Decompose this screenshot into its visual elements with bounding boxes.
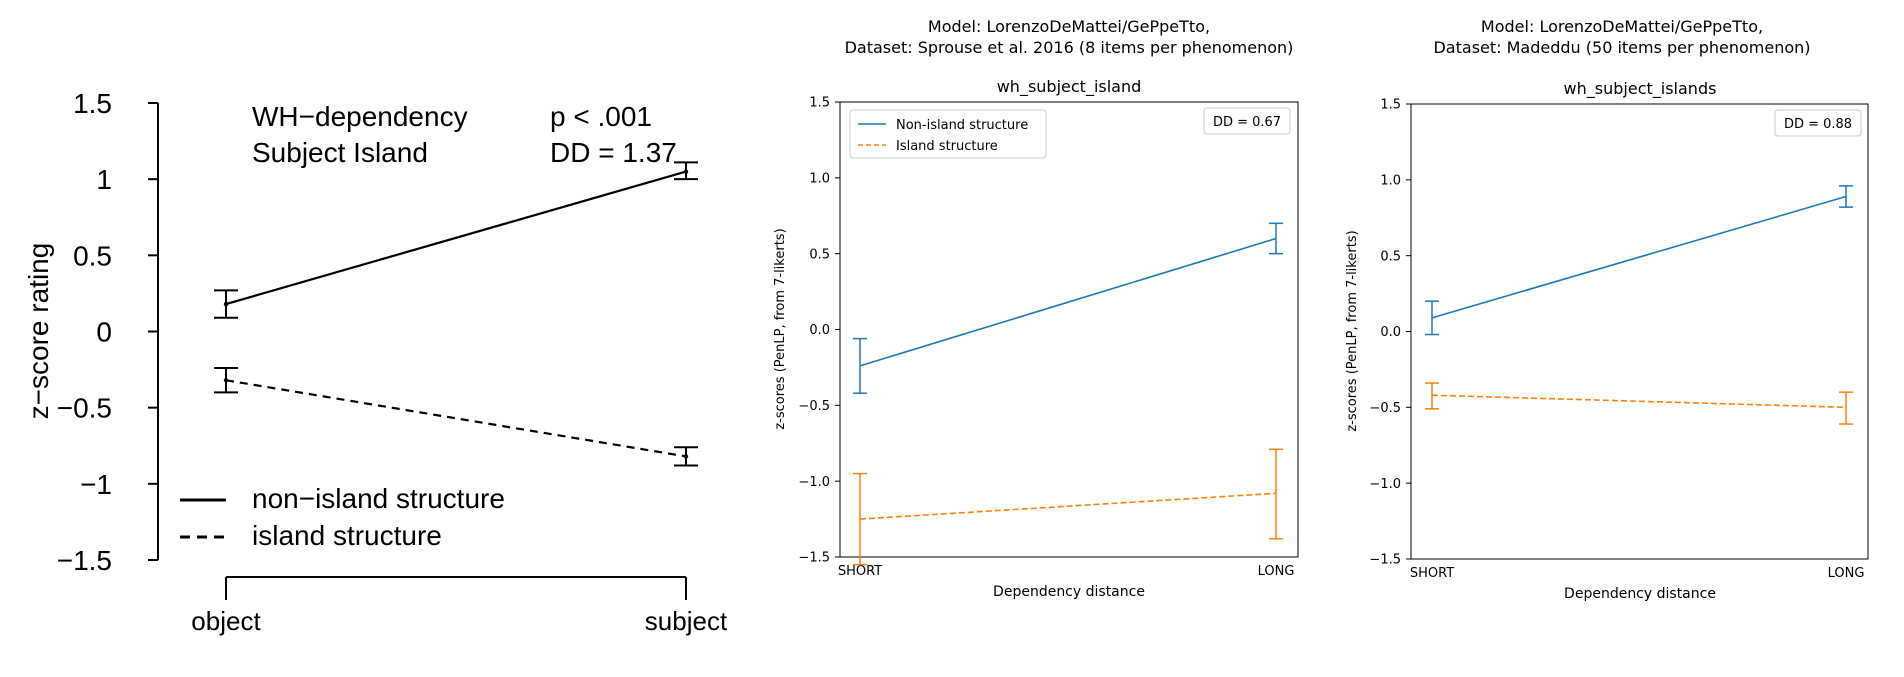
- p2-ytick-label: 1.0: [809, 172, 830, 187]
- p3-title-line-1: Model: LorenzoDeMattei/GePpeTto,: [1481, 17, 1763, 36]
- p2-xtick-label-1: LONG: [1258, 564, 1295, 579]
- p2-ytick-label: −0.5: [798, 399, 830, 414]
- p2-ytick-label: 0.5: [809, 247, 830, 262]
- p1-xtick-label-0: object: [191, 606, 261, 636]
- p1-annotation-line-1: WH−dependency: [252, 101, 468, 132]
- p2-legend-label-0: Non-island structure: [896, 118, 1028, 133]
- p2-legend-label-1: Island structure: [896, 139, 998, 154]
- p1-series-0-point: [223, 301, 229, 307]
- p2-series-0-line: [859, 237, 1277, 367]
- p3-series-1-line: [1431, 394, 1847, 409]
- p3-subtitle: wh_subject_islands: [1564, 79, 1717, 99]
- chart-panel-3: Model: LorenzoDeMattei/GePpeTto, Dataset…: [1345, 17, 1869, 602]
- p1-ytick-label: −1: [80, 469, 112, 500]
- p1-ytick-label: 0: [96, 317, 112, 348]
- p1-series-0-point: [683, 169, 689, 174]
- p3-title-line-2: Dataset: Madeddu (50 items per phenomeno…: [1433, 38, 1810, 57]
- p1-series-0-line: [225, 170, 687, 306]
- p3-ytick-label: 1.0: [1380, 174, 1401, 189]
- p3-xlabel: Dependency distance: [1564, 586, 1716, 602]
- p3-ytick-label: −1.0: [1369, 477, 1401, 492]
- p1-series-1-point: [683, 454, 689, 459]
- p2-ytick-label: −1.0: [798, 475, 830, 490]
- p1-series-1-line: [225, 379, 687, 458]
- p2-xlabel: Dependency distance: [993, 584, 1145, 600]
- chart-panel-1: z−score rating 1.5 1 0.5 0 −0.5 −1 −1.5 object…: [23, 88, 728, 636]
- chart-panel-2: Model: LorenzoDeMattei/GePpeTto, Dataset…: [773, 17, 1299, 600]
- p3-dd-box: [1774, 109, 1862, 137]
- p2-series-1-line: [859, 492, 1277, 520]
- p2-plot-frame: [839, 101, 1299, 558]
- p2-title-line-2: Dataset: Sprouse et al. 2016 (8 items pe…: [845, 38, 1294, 57]
- p3-ytick-label: 0.0: [1380, 325, 1401, 340]
- p3-xtick-label-0: SHORT: [1410, 566, 1454, 581]
- p3-dd-label: DD = 0.88: [1784, 117, 1852, 132]
- p2-ytick-label: 1.5: [809, 96, 830, 111]
- p3-plot-frame: [1410, 103, 1869, 560]
- p1-ylabel: z−score rating: [23, 243, 54, 420]
- p3-ytick-label: 0.5: [1380, 249, 1401, 264]
- p2-title-line-1: Model: LorenzoDeMattei/GePpeTto,: [928, 17, 1210, 36]
- p2-dd-box: [1203, 107, 1291, 135]
- p2-ytick-label: −1.5: [798, 551, 830, 566]
- p2-subtitle: wh_subject_island: [997, 77, 1142, 97]
- p3-ytick-label: −0.5: [1369, 401, 1401, 416]
- p3-xtick-label-1: LONG: [1828, 566, 1865, 581]
- p2-ylabel: z-scores (PenLP, from 7-likerts): [773, 228, 788, 429]
- p1-ytick-label: 0.5: [73, 240, 112, 271]
- p2-dd-label: DD = 0.67: [1213, 115, 1281, 130]
- p1-legend-label-1: island structure: [252, 520, 442, 551]
- p1-series-1-point: [223, 378, 229, 383]
- p3-ytick-label: 1.5: [1380, 98, 1401, 113]
- p1-ytick-label: 1.5: [73, 88, 112, 119]
- p1-ytick-label: −1.5: [57, 545, 112, 576]
- p1-ytick-label: 1: [96, 164, 112, 195]
- p1-legend-label-0: non−island structure: [252, 483, 505, 514]
- p1-ytick-label: −0.5: [57, 393, 112, 424]
- p1-annotation-dd: DD = 1.37: [550, 137, 677, 168]
- p3-ytick-label: −1.5: [1369, 553, 1401, 568]
- p2-xtick-label-0: SHORT: [838, 564, 882, 579]
- p2-legend-box: [849, 109, 1047, 159]
- p2-ytick-label: 0.0: [809, 323, 830, 338]
- p1-annotation-pvalue: p < .001: [550, 101, 652, 132]
- p3-ylabel: z-scores (PenLP, from 7-likerts): [1345, 230, 1360, 431]
- p1-annotation-line-2: Subject Island: [252, 137, 428, 168]
- p1-xtick-label-1: subject: [645, 606, 728, 636]
- p3-series-0-line: [1431, 195, 1847, 319]
